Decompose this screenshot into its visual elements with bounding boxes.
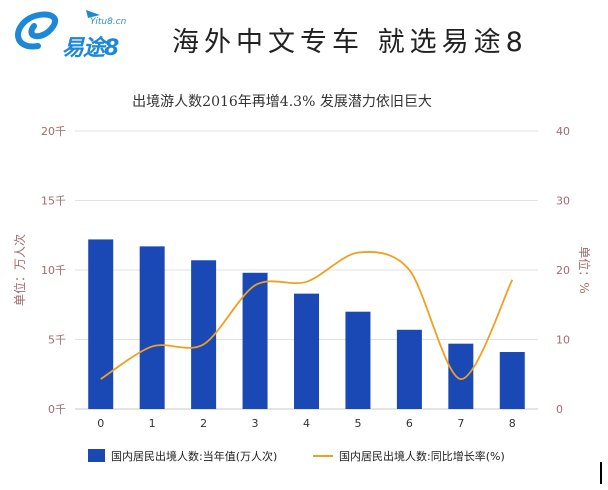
bar bbox=[191, 260, 217, 409]
right-tick-label: 30 bbox=[556, 195, 570, 208]
bar bbox=[294, 293, 319, 409]
right-tick-label: 40 bbox=[556, 125, 570, 138]
right-axis-label: 单位：% bbox=[577, 246, 592, 293]
right-tick-label: 10 bbox=[556, 334, 570, 347]
bar bbox=[499, 352, 525, 409]
bar bbox=[139, 246, 165, 409]
left-tick-label: 10千 bbox=[41, 264, 66, 277]
right-axis-ticks: 0 10 20 30 40 bbox=[556, 125, 570, 416]
legend-bar-label: 国内居民出境人数:当年值(万人次) bbox=[111, 449, 277, 463]
plane-icon bbox=[86, 10, 100, 18]
logo-text: 易途8 bbox=[62, 36, 119, 61]
left-tick-label: 5千 bbox=[48, 334, 66, 347]
x-tick-label: 2 bbox=[200, 417, 207, 430]
bar bbox=[242, 272, 268, 409]
growth-line bbox=[100, 251, 514, 381]
edge-marker bbox=[600, 462, 602, 484]
left-axis-label: 单位：万人次 bbox=[12, 234, 27, 306]
x-tick-label: 5 bbox=[354, 417, 361, 430]
x-tick-label: 1 bbox=[149, 417, 156, 430]
right-tick-label: 20 bbox=[556, 264, 570, 277]
left-tick-label: 0千 bbox=[48, 403, 66, 416]
chart-title: 出境游人数2016年再增4.3% 发展潜力依旧巨大 bbox=[132, 94, 432, 110]
left-tick-label: 20千 bbox=[41, 125, 66, 138]
legend: 国内居民出境人数:当年值(万人次) 国内居民出境人数:同比增长率(%) bbox=[88, 449, 505, 463]
x-tick-label: 0 bbox=[97, 417, 104, 430]
bar bbox=[88, 239, 114, 409]
x-tick-label: 4 bbox=[303, 417, 310, 430]
logo-swoosh-icon bbox=[15, 10, 100, 50]
legend-bar-swatch bbox=[88, 449, 105, 462]
legend-line-label: 国内居民出境人数:同比增长率(%) bbox=[339, 449, 505, 463]
x-tick-label: 6 bbox=[406, 417, 413, 430]
right-tick-label: 0 bbox=[556, 403, 563, 416]
bar-series bbox=[88, 239, 525, 409]
bar bbox=[396, 329, 422, 409]
headline: 海外中文专车 就选易途8 bbox=[172, 27, 528, 58]
x-tick-label: 7 bbox=[457, 417, 464, 430]
x-tick-label: 8 bbox=[509, 417, 516, 430]
x-axis-ticks: 0 1 2 3 4 5 6 7 8 bbox=[97, 417, 516, 430]
logo-subtext: Yitu8.cn bbox=[90, 17, 127, 27]
bar bbox=[345, 311, 371, 409]
yitu8-logo: Yitu8.cn 易途8 bbox=[8, 6, 138, 61]
left-tick-label: 15千 bbox=[41, 195, 66, 208]
bar bbox=[448, 343, 474, 409]
left-axis-ticks: 0千 5千 10千 15千 20千 bbox=[41, 125, 66, 416]
x-tick-label: 3 bbox=[252, 417, 259, 430]
